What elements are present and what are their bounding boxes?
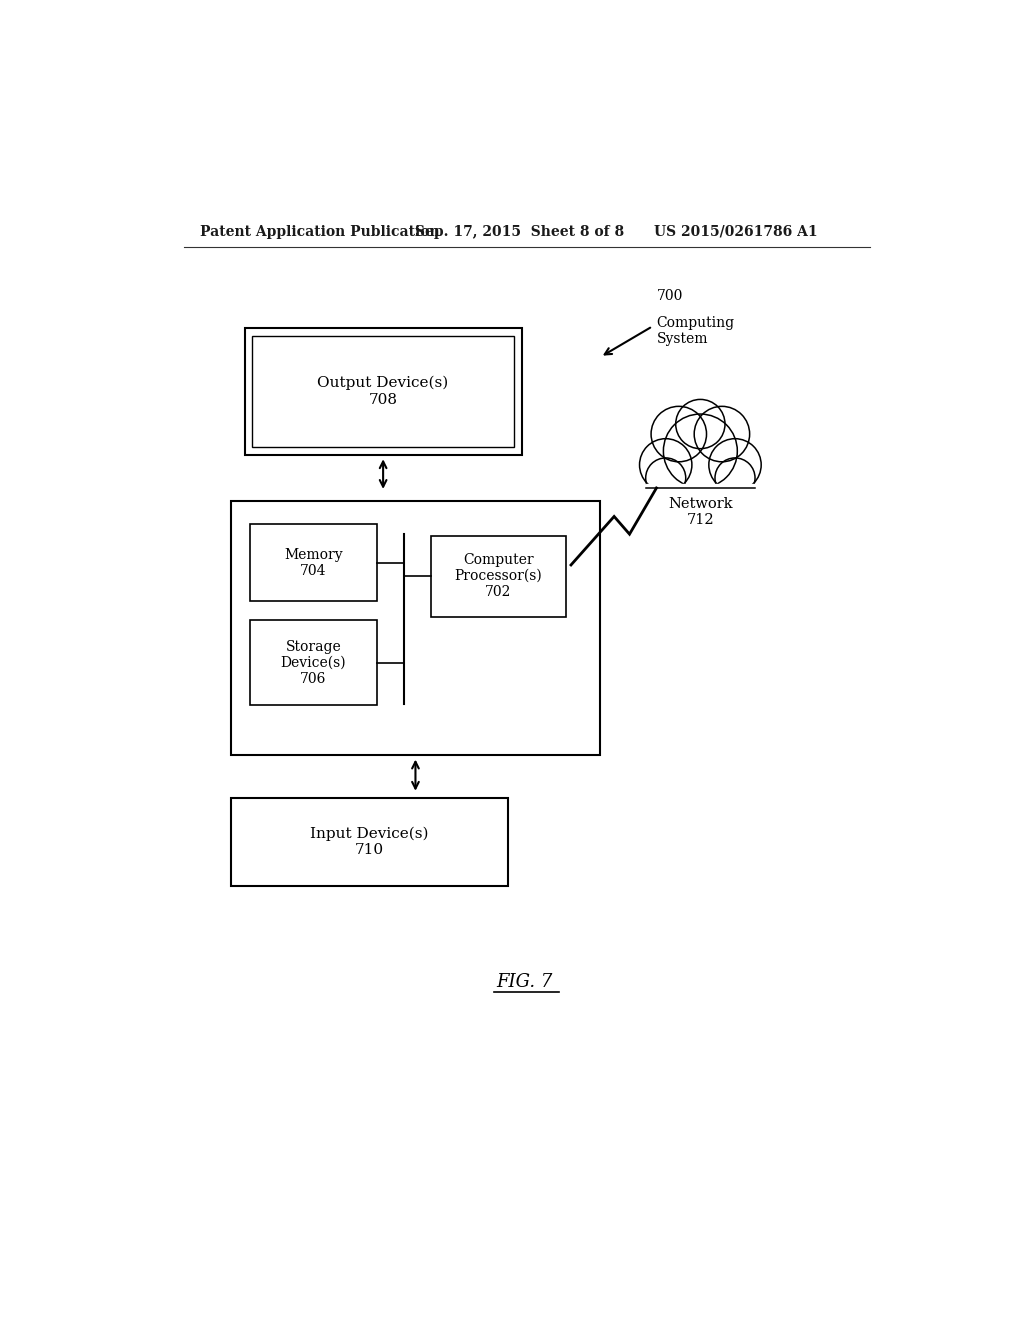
Text: FIG. 7: FIG. 7 [497, 973, 553, 991]
Bar [250, 524, 377, 601]
Circle shape [640, 438, 692, 491]
Bar [252, 335, 514, 447]
Circle shape [715, 458, 755, 498]
Circle shape [646, 458, 686, 498]
Text: Computer
Processor(s)
702: Computer Processor(s) 702 [455, 553, 542, 599]
Bar [230, 797, 508, 886]
Circle shape [709, 438, 761, 491]
Text: 700: 700 [656, 289, 683, 304]
Text: Output Device(s)
708: Output Device(s) 708 [317, 376, 449, 407]
Bar [250, 620, 377, 705]
Text: Network
712: Network 712 [668, 498, 733, 528]
Bar [431, 536, 565, 616]
Text: Sep. 17, 2015  Sheet 8 of 8: Sep. 17, 2015 Sheet 8 of 8 [416, 224, 625, 239]
Circle shape [651, 407, 707, 462]
Text: Patent Application Publication: Patent Application Publication [200, 224, 439, 239]
Text: Storage
Device(s)
706: Storage Device(s) 706 [281, 640, 346, 686]
Bar [230, 502, 600, 755]
Text: Memory
704: Memory 704 [284, 548, 343, 578]
Bar [646, 484, 755, 499]
Circle shape [676, 400, 725, 449]
Text: Computing
System: Computing System [656, 317, 734, 346]
Text: US 2015/0261786 A1: US 2015/0261786 A1 [654, 224, 818, 239]
Bar [245, 327, 521, 455]
Circle shape [694, 407, 750, 462]
Circle shape [664, 414, 737, 488]
Text: Input Device(s)
710: Input Device(s) 710 [310, 826, 428, 857]
